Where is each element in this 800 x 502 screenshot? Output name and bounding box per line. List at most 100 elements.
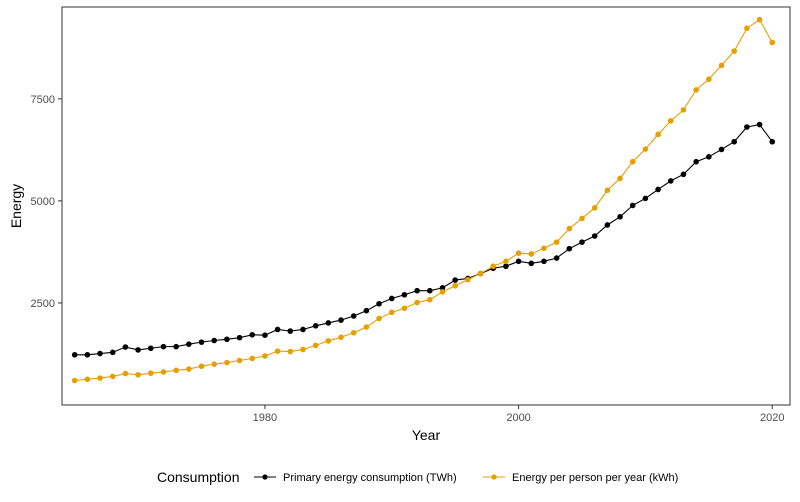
y-axis-title: Energy xyxy=(8,184,24,228)
data-point xyxy=(579,239,585,245)
data-point xyxy=(71,351,78,358)
data-point xyxy=(109,349,116,356)
data-point xyxy=(528,260,535,267)
x-tick-label: 1980 xyxy=(253,412,277,424)
data-point xyxy=(84,351,91,358)
data-point xyxy=(553,255,560,261)
data-point xyxy=(706,154,712,160)
data-point xyxy=(262,353,268,359)
data-point xyxy=(731,138,737,145)
data-point xyxy=(401,291,408,298)
data-point xyxy=(160,369,167,375)
data-point xyxy=(109,373,116,380)
data-point xyxy=(756,16,763,23)
data-point xyxy=(503,258,509,265)
data-point xyxy=(249,355,256,362)
legend-key-point xyxy=(491,474,497,480)
data-point xyxy=(617,214,623,220)
data-point xyxy=(515,258,522,265)
x-tick-label: 2020 xyxy=(760,412,784,424)
data-point xyxy=(388,295,395,302)
data-point xyxy=(350,329,357,336)
data-point xyxy=(236,334,243,341)
data-point xyxy=(186,366,192,372)
data-point xyxy=(376,300,382,307)
data-point xyxy=(439,289,446,295)
data-point xyxy=(680,107,687,113)
data-point xyxy=(262,332,268,339)
data-point xyxy=(173,367,179,374)
y-axis: 2500 5000 7500 xyxy=(31,94,62,310)
data-point xyxy=(312,342,319,349)
legend-key-per-person: Energy per person per year (kWh) xyxy=(483,472,678,484)
data-point xyxy=(579,215,585,222)
x-axis-title: Year xyxy=(412,427,441,443)
data-point xyxy=(617,175,623,182)
data-point xyxy=(236,357,243,364)
data-point xyxy=(452,283,458,289)
data-point xyxy=(591,233,598,239)
x-axis: 1980 2000 2020 xyxy=(253,405,784,424)
data-point xyxy=(667,118,674,124)
plot-panel-border xyxy=(61,6,791,406)
data-point xyxy=(427,287,433,294)
data-point xyxy=(84,376,91,383)
data-point xyxy=(718,146,725,153)
legend-label-primary: Primary energy consumption (TWh) xyxy=(283,472,457,484)
data-point xyxy=(173,343,179,350)
data-point xyxy=(376,315,382,322)
data-point xyxy=(363,307,370,314)
data-point xyxy=(642,195,649,202)
data-point xyxy=(490,263,497,270)
data-point xyxy=(414,299,420,306)
data-point xyxy=(338,317,344,323)
data-point xyxy=(97,375,103,381)
data-point xyxy=(769,138,776,145)
data-point xyxy=(287,348,294,355)
data-point xyxy=(401,305,408,312)
legend: Consumption Primary energy consumption (… xyxy=(157,469,678,485)
data-point xyxy=(655,131,661,138)
data-point xyxy=(693,158,699,165)
legend-label-per-person: Energy per person per year (kWh) xyxy=(512,472,678,484)
data-point xyxy=(211,361,217,367)
data-point xyxy=(629,158,636,165)
data-point xyxy=(604,222,611,228)
data-point xyxy=(224,336,230,343)
data-point xyxy=(122,344,129,350)
data-point xyxy=(566,245,573,252)
data-point xyxy=(186,341,192,347)
data-point xyxy=(338,334,344,341)
data-point xyxy=(427,296,433,303)
data-point xyxy=(274,348,281,354)
data-point xyxy=(249,331,256,338)
data-point xyxy=(465,276,471,283)
data-point xyxy=(135,371,141,378)
data-point xyxy=(477,270,484,277)
series-2 xyxy=(71,16,776,384)
data-point xyxy=(718,62,725,69)
data-point xyxy=(566,225,573,232)
data-point xyxy=(211,337,217,344)
legend-key-point xyxy=(262,474,268,480)
data-point xyxy=(414,287,420,294)
data-point xyxy=(71,377,78,384)
data-point xyxy=(744,124,750,130)
data-point xyxy=(198,363,205,370)
data-point xyxy=(541,258,547,265)
data-point xyxy=(300,346,306,353)
data-point xyxy=(274,326,281,333)
data-point xyxy=(591,205,598,211)
data-point xyxy=(452,277,458,283)
data-point xyxy=(97,350,103,357)
data-point xyxy=(515,250,522,256)
data-point xyxy=(300,326,306,333)
data-point xyxy=(706,76,712,83)
data-point xyxy=(503,263,509,270)
data-point xyxy=(388,309,395,316)
data-point xyxy=(731,48,737,54)
data-point xyxy=(198,339,205,345)
data-point xyxy=(693,87,699,93)
